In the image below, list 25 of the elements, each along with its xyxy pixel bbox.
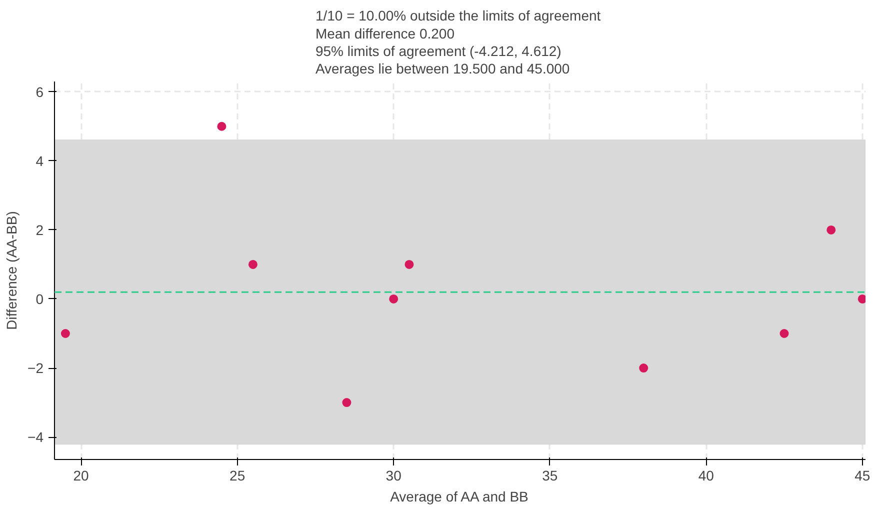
- y-tick-label: 4: [36, 152, 44, 169]
- point: [826, 225, 836, 234]
- x-tick-label: 30: [386, 468, 402, 484]
- point: [858, 294, 866, 304]
- x-tick-label: 35: [542, 468, 558, 484]
- y-tick-label: 2: [36, 222, 44, 238]
- y-tick-label: −2: [28, 360, 44, 376]
- point: [780, 329, 789, 338]
- point: [389, 294, 398, 304]
- y-tick-label: 0: [36, 290, 44, 307]
- point: [342, 398, 352, 408]
- x-tick-label: 45: [854, 468, 870, 484]
- point: [404, 260, 414, 269]
- y-axis-title: Difference (AA-BB): [4, 211, 20, 330]
- chart-title: 1/10 = 10.00% outside the limits of agreement Mean difference 0.200 95% limits of agreement (-4.212, 4.612) Averages lie between 19.500 and 45.000: [315, 8, 601, 76]
- point: [217, 122, 226, 131]
- point: [639, 364, 648, 373]
- y-tick-label: 6: [36, 84, 44, 100]
- x-axis-title: Average of AA and BB: [390, 488, 528, 504]
- y-tick-label: −4: [28, 429, 44, 446]
- point: [248, 260, 258, 269]
- x-tick-label: 25: [230, 468, 246, 484]
- x-tick-label: 20: [73, 468, 90, 484]
- point: [60, 329, 70, 338]
- x-tick-label: 40: [698, 468, 714, 484]
